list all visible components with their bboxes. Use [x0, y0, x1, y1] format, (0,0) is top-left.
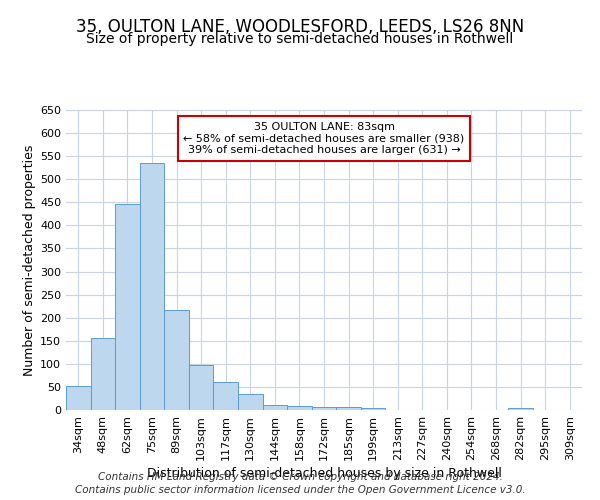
Text: Contains public sector information licensed under the Open Government Licence v3: Contains public sector information licen…: [74, 485, 526, 495]
Bar: [164, 310, 189, 410]
Bar: [238, 394, 263, 410]
Text: 35 OULTON LANE: 83sqm
← 58% of semi-detached houses are smaller (938)
39% of sem: 35 OULTON LANE: 83sqm ← 58% of semi-deta…: [184, 122, 464, 155]
Bar: [312, 407, 336, 410]
Text: Size of property relative to semi-detached houses in Rothwell: Size of property relative to semi-detach…: [86, 32, 514, 46]
Text: Contains HM Land Registry data © Crown copyright and database right 2024.: Contains HM Land Registry data © Crown c…: [98, 472, 502, 482]
Bar: [508, 408, 533, 410]
X-axis label: Distribution of semi-detached houses by size in Rothwell: Distribution of semi-detached houses by …: [146, 467, 502, 480]
Y-axis label: Number of semi-detached properties: Number of semi-detached properties: [23, 144, 36, 376]
Bar: [214, 382, 238, 410]
Bar: [287, 406, 312, 410]
Bar: [91, 338, 115, 410]
Text: 35, OULTON LANE, WOODLESFORD, LEEDS, LS26 8NN: 35, OULTON LANE, WOODLESFORD, LEEDS, LS2…: [76, 18, 524, 36]
Bar: [66, 386, 91, 410]
Bar: [336, 407, 361, 410]
Bar: [189, 365, 214, 410]
Bar: [115, 204, 140, 410]
Bar: [361, 408, 385, 410]
Bar: [140, 163, 164, 410]
Bar: [263, 406, 287, 410]
